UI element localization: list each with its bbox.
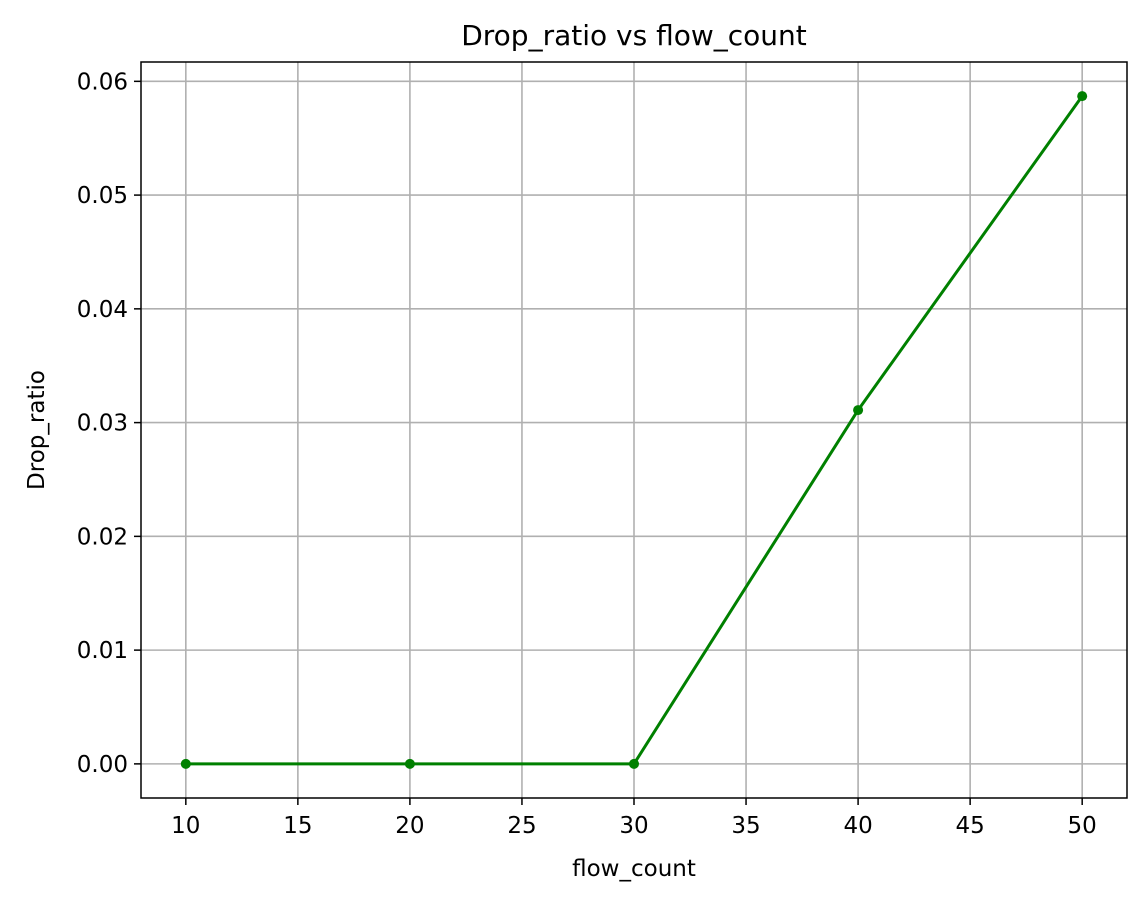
x-tick-label: 25 [507, 813, 536, 839]
y-tick-label: 0.04 [77, 297, 128, 323]
data-point [181, 759, 191, 769]
data-point [629, 759, 639, 769]
x-axis-label: flow_count [572, 856, 696, 882]
y-tick-label: 0.02 [77, 524, 128, 550]
data-point [405, 759, 415, 769]
x-tick-label: 15 [283, 813, 312, 839]
x-tick-label: 35 [731, 813, 760, 839]
y-tick-label: 0.05 [77, 183, 128, 209]
y-tick-label: 0.00 [77, 752, 128, 778]
chart-title: Drop_ratio vs flow_count [461, 19, 807, 52]
x-tick-label: 40 [843, 813, 872, 839]
x-tick-label: 30 [619, 813, 648, 839]
y-tick-label: 0.06 [77, 69, 128, 95]
x-tick-label: 20 [395, 813, 424, 839]
y-tick-label: 0.01 [77, 638, 128, 664]
x-tick-label: 10 [171, 813, 200, 839]
data-point [853, 405, 863, 415]
y-axis-label: Drop_ratio [24, 370, 50, 490]
x-tick-label: 50 [1068, 813, 1097, 839]
data-point [1077, 91, 1087, 101]
y-tick-label: 0.03 [77, 411, 128, 437]
x-tick-label: 45 [955, 813, 984, 839]
